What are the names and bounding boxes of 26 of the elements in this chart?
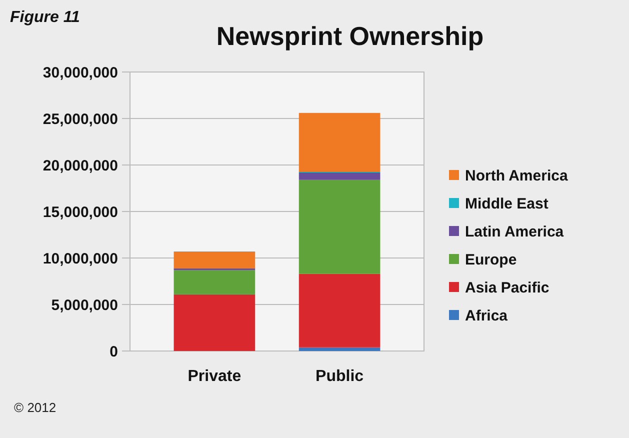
- caption: Figure 11: [10, 9, 80, 26]
- legend-label: Africa: [465, 307, 508, 324]
- y-tick-label: 10,000,000: [42, 250, 118, 268]
- bar: [298, 274, 380, 348]
- y-tick-label: 20,000,000: [42, 157, 118, 174]
- y-tick-label: 15,000,000: [42, 204, 118, 221]
- bar: [174, 270, 256, 294]
- legend-label: Latin America: [465, 223, 564, 240]
- legend-label: North America: [465, 167, 568, 184]
- y-tick-label: 5,000,000: [51, 296, 118, 314]
- bar: [174, 251, 256, 268]
- x-tick-label: Private: [188, 368, 242, 385]
- y-tick-label: 30,000,000: [42, 64, 118, 82]
- x-tick-label: Public: [316, 368, 364, 385]
- text: © 2012: [14, 400, 56, 415]
- y-tick-label: 25,000,000: [42, 110, 118, 128]
- legend-label: Europe: [465, 251, 517, 268]
- bar: [298, 172, 380, 180]
- bar: [298, 112, 380, 172]
- legend-label: Middle East: [465, 195, 548, 212]
- legend-label: Asia Pacific: [465, 279, 550, 296]
- bar: [174, 294, 256, 351]
- bar: [298, 347, 380, 351]
- bar: [298, 180, 380, 274]
- y-tick-label: 0: [110, 343, 118, 360]
- chart-title: Newsprint Ownership: [216, 21, 484, 51]
